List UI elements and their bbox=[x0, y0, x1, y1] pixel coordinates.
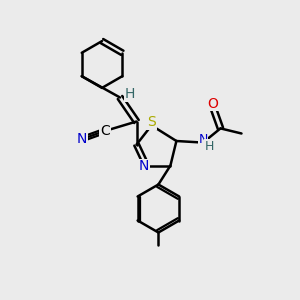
Text: C: C bbox=[100, 124, 110, 138]
Text: S: S bbox=[147, 116, 156, 129]
Text: O: O bbox=[208, 97, 218, 111]
Text: N: N bbox=[198, 133, 208, 146]
Text: N: N bbox=[77, 132, 87, 145]
Text: N: N bbox=[139, 159, 149, 173]
Text: H: H bbox=[124, 87, 135, 101]
Text: H: H bbox=[205, 140, 214, 153]
